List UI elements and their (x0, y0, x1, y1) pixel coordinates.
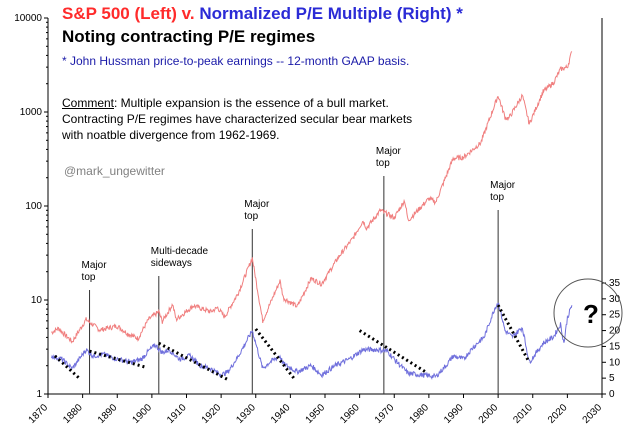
annotation-label: Major (490, 180, 516, 191)
annotation-label: Major (82, 260, 108, 271)
x-tick-label: 1970 (373, 402, 397, 426)
x-tick-label: 1870 (27, 402, 51, 426)
x-tick-label: 2010 (511, 402, 535, 426)
x-tick-label: 1950 (304, 402, 328, 426)
annotation-label: sideways (151, 258, 192, 269)
trend-lines (53, 304, 531, 382)
pe-line (51, 302, 573, 380)
trend-line (158, 341, 229, 382)
x-tick-label: 2020 (546, 402, 570, 426)
y-left-tick-label: 1 (36, 389, 42, 400)
trend-line (496, 304, 531, 364)
x-tick-label: 1900 (130, 402, 154, 426)
x-tick-label: 1930 (234, 402, 258, 426)
x-tick-label: 1980 (407, 402, 431, 426)
annotation-label: Multi-decade (151, 246, 209, 257)
y-right-tick-label: 30 (609, 294, 621, 305)
y-right-tick-label: 20 (609, 326, 621, 337)
y-right-tick-label: 0 (609, 389, 615, 400)
x-tick-label: 1920 (200, 402, 224, 426)
x-tick-label: 1990 (442, 402, 466, 426)
x-tick-label: 2030 (581, 402, 605, 426)
chart-subtitle: * John Hussman price-to-peak earnings --… (62, 54, 410, 68)
y-left-tick-label: 10 (31, 295, 43, 306)
author-handle: @mark_ungewitter (64, 164, 165, 178)
annotation-label: top (244, 211, 258, 222)
x-tick-label: 1960 (338, 402, 362, 426)
axes: 1 10 100 1000 10000 0 5 10 15 20 25 30 35 1870 1880 189… (14, 13, 620, 426)
y-right-tick-label: 15 (609, 341, 621, 352)
comment-text: : Multiple expansion is the essence of a… (62, 96, 413, 142)
chart-title-line2: Noting contracting P/E regimes (62, 27, 316, 46)
trend-line (254, 328, 296, 380)
x-tick-label: 1910 (165, 402, 189, 426)
annotation-label: Major (244, 199, 270, 210)
sp500-line (51, 51, 573, 344)
y-right-tick-label: 35 (609, 278, 621, 289)
x-tick-label: 1940 (269, 402, 293, 426)
y-left-tick-label: 100 (25, 201, 42, 212)
x-tick-label: 1880 (61, 402, 85, 426)
comment-label: Comment (62, 96, 115, 110)
y-right-tick-label: 5 (609, 373, 615, 384)
trend-line (53, 354, 81, 380)
question-mark: ? (583, 299, 599, 329)
comment-block: Comment: Multiple expansion is the essen… (62, 95, 422, 143)
question-marker: ? (553, 278, 623, 348)
annotation-label: top (490, 192, 504, 203)
chart-title: S&P 500 (Left) v. Normalized P/E Multipl… (62, 4, 463, 24)
annotation-label: top (82, 272, 96, 283)
y-left-tick-label: 10000 (14, 13, 42, 24)
y-right-tick-label: 10 (609, 357, 621, 368)
title-sp500: S&P 500 (Left) v. (62, 4, 195, 23)
title-pe: Normalized P/E Multiple (Right) * (199, 4, 463, 23)
y-left-tick-label: 1000 (20, 107, 43, 118)
annotations: MajortopMulti-decadesidewaysMajortopMajo… (82, 146, 516, 394)
annotation-label: Major (376, 146, 402, 157)
y-right-tick-label: 25 (609, 310, 621, 321)
x-tick-label: 2000 (477, 402, 501, 426)
x-tick-label: 1890 (96, 402, 120, 426)
annotation-label: top (376, 158, 390, 169)
